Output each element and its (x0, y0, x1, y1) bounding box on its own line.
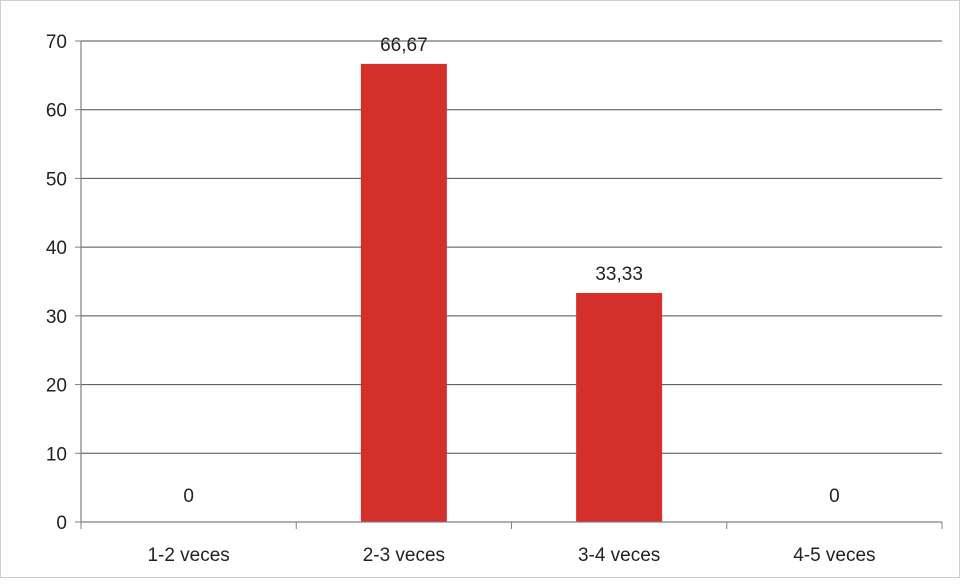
x-tick-labels: 1-2 veces 2-3 veces 3-4 veces 4-5 veces (147, 545, 875, 566)
bar (360, 63, 447, 522)
y-tick-label: 40 (46, 238, 67, 259)
y-tick-label: 30 (46, 307, 67, 328)
x-tick-label: 2-3 veces (363, 545, 445, 566)
y-tick-label: 20 (46, 376, 67, 397)
y-tick-label: 0 (56, 513, 67, 534)
bars (360, 63, 663, 522)
y-tick-labels: 0 10 20 30 40 50 60 70 (46, 32, 67, 534)
axes (75, 40, 943, 529)
x-tick-label: 4-5 veces (793, 545, 875, 566)
y-tick-label: 60 (46, 101, 67, 122)
y-tick-label: 50 (46, 169, 67, 190)
y-tick-label: 10 (46, 444, 67, 465)
y-tick-label: 70 (46, 32, 67, 53)
gridlines (81, 40, 942, 454)
data-label: 33,33 (595, 264, 643, 285)
x-tick-label: 3-4 veces (578, 545, 660, 566)
data-label: 0 (829, 486, 840, 507)
data-labels: 0 66,67 33,33 0 (183, 35, 839, 507)
x-tick-label: 1-2 veces (147, 545, 229, 566)
bar (576, 292, 663, 522)
data-label: 0 (183, 486, 194, 507)
data-label: 66,67 (380, 35, 428, 56)
